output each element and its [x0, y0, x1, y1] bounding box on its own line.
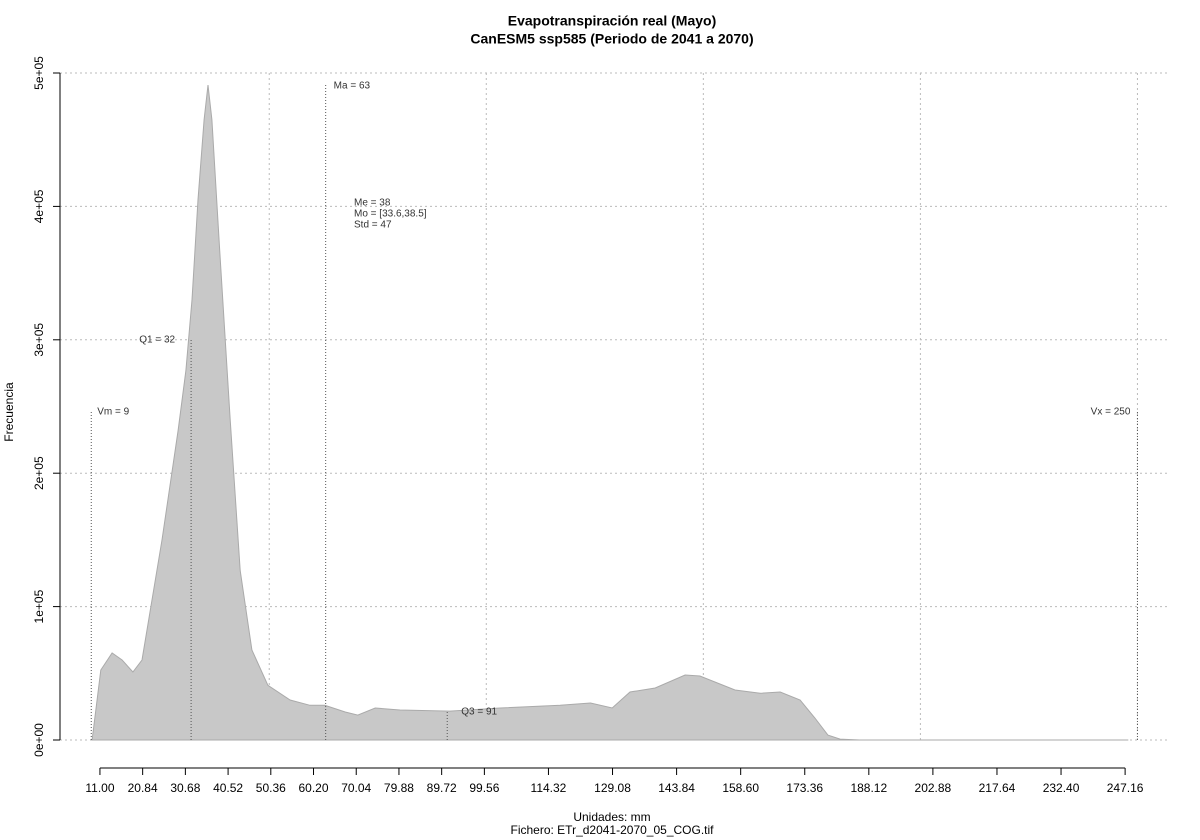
y-tick-label: 4e+05	[32, 189, 46, 223]
x-tick-label: 232.40	[1043, 781, 1080, 795]
y-tick-label: 0e+00	[32, 723, 46, 757]
x-tick-label: 40.52	[213, 781, 243, 795]
x-tick-label: 50.36	[256, 781, 286, 795]
marker-label: Vx = 250	[1091, 407, 1131, 418]
chart-subtitle: CanESM5 ssp585 (Periodo de 2041 a 2070)	[470, 31, 753, 47]
caption: Fichero: ETr_d2041-2070_05_COG.tif	[511, 823, 715, 837]
chart-title: Evapotranspiración real (Mayo)	[508, 13, 717, 29]
y-tick-label: 2e+05	[32, 456, 46, 490]
y-tick-label: 5e+05	[32, 56, 46, 90]
stat-label: Mo = [33.6,38.5]	[354, 209, 427, 220]
stat-label: Me = 38	[354, 198, 391, 209]
x-tick-label: 11.00	[85, 781, 114, 795]
marker-label: Ma = 63	[334, 81, 371, 92]
x-tick-label: 30.68	[170, 781, 200, 795]
x-tick-label: 143.84	[658, 781, 695, 795]
x-axis-label: Unidades: mm	[573, 810, 650, 824]
y-axis-label: Frecuencia	[2, 382, 16, 442]
x-tick-label: 114.32	[531, 781, 567, 795]
x-tick-label: 70.04	[341, 781, 371, 795]
marker-label: Vm = 9	[97, 407, 129, 418]
x-tick-label: 202.88	[915, 781, 952, 795]
x-tick-label: 89.72	[427, 781, 457, 795]
x-tick-label: 188.12	[850, 781, 887, 795]
x-tick-label: 99.56	[469, 781, 499, 795]
x-tick-label: 217.64	[979, 781, 1016, 795]
density-area	[91, 84, 1129, 741]
marker-label: Q3 = 91	[461, 707, 497, 718]
x-tick-label: 129.08	[594, 781, 631, 795]
stat-label: Std = 47	[354, 220, 392, 231]
marker-label: Q1 = 32	[139, 335, 175, 346]
x-tick-label: 173.36	[786, 781, 823, 795]
y-tick-label: 1e+05	[32, 589, 46, 623]
x-tick-label: 20.84	[128, 781, 158, 795]
x-tick-label: 60.20	[299, 781, 329, 795]
x-tick-label: 79.88	[384, 781, 414, 795]
x-tick-label: 247.16	[1107, 781, 1144, 795]
x-tick-label: 158.60	[722, 781, 759, 795]
y-tick-label: 3e+05	[32, 323, 46, 357]
